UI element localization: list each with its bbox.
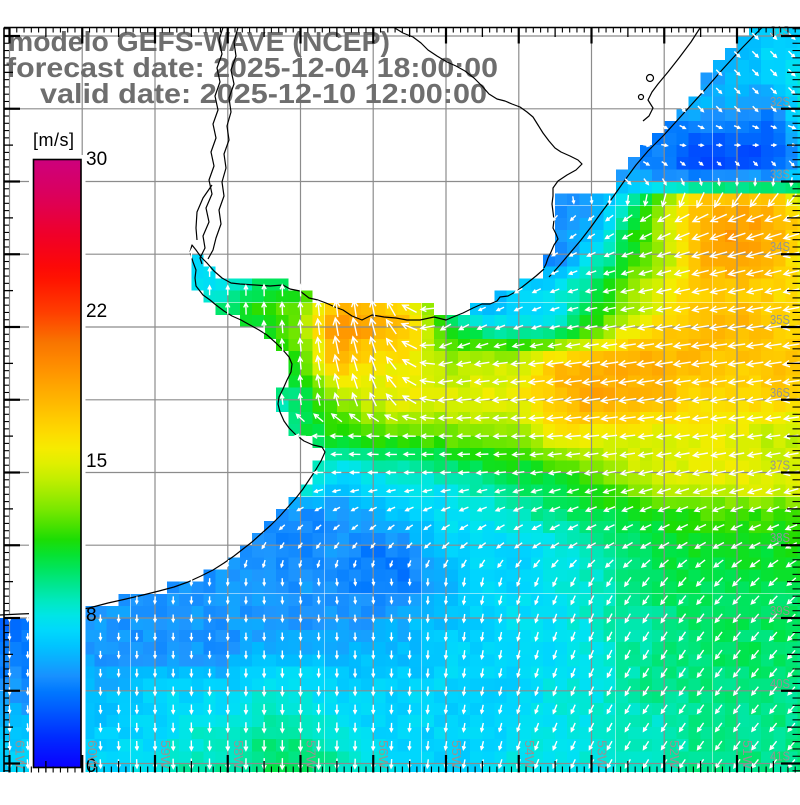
svg-text:51W: 51W bbox=[740, 740, 755, 770]
svg-text:30: 30 bbox=[86, 149, 107, 170]
svg-text:0: 0 bbox=[86, 756, 97, 777]
svg-text:54W: 54W bbox=[522, 740, 537, 770]
svg-text:39S: 39S bbox=[770, 603, 790, 618]
svg-text:33S: 33S bbox=[770, 167, 790, 182]
svg-text:22: 22 bbox=[86, 301, 107, 322]
svg-text:56W: 56W bbox=[376, 740, 391, 770]
svg-text:57W: 57W bbox=[304, 740, 319, 770]
svg-text:34S: 34S bbox=[770, 239, 790, 254]
svg-text:61W: 61W bbox=[13, 740, 28, 770]
svg-text:55W: 55W bbox=[449, 740, 464, 770]
svg-text:36S: 36S bbox=[770, 385, 790, 400]
svg-text:38S: 38S bbox=[770, 530, 790, 545]
svg-text:53W: 53W bbox=[595, 740, 610, 770]
svg-text:8: 8 bbox=[86, 605, 97, 626]
svg-text:37S: 37S bbox=[770, 458, 790, 473]
svg-text:41S: 41S bbox=[770, 749, 790, 764]
svg-text:60W: 60W bbox=[85, 740, 100, 770]
svg-text:35S: 35S bbox=[770, 312, 790, 327]
svg-text:32S: 32S bbox=[770, 94, 790, 109]
svg-text:59W: 59W bbox=[158, 740, 173, 770]
svg-text:15: 15 bbox=[86, 451, 107, 472]
svg-text:valid date: 2025-12-10 12:00:0: valid date: 2025-12-10 12:00:00 bbox=[40, 78, 487, 109]
svg-text:40S: 40S bbox=[770, 676, 790, 691]
svg-text:52W: 52W bbox=[667, 740, 682, 770]
svg-text:forecast date: 2025-12-04 18:0: forecast date: 2025-12-04 18:00:00 bbox=[6, 52, 498, 83]
svg-text:58W: 58W bbox=[231, 740, 246, 770]
svg-text:[m/s]: [m/s] bbox=[33, 130, 75, 150]
